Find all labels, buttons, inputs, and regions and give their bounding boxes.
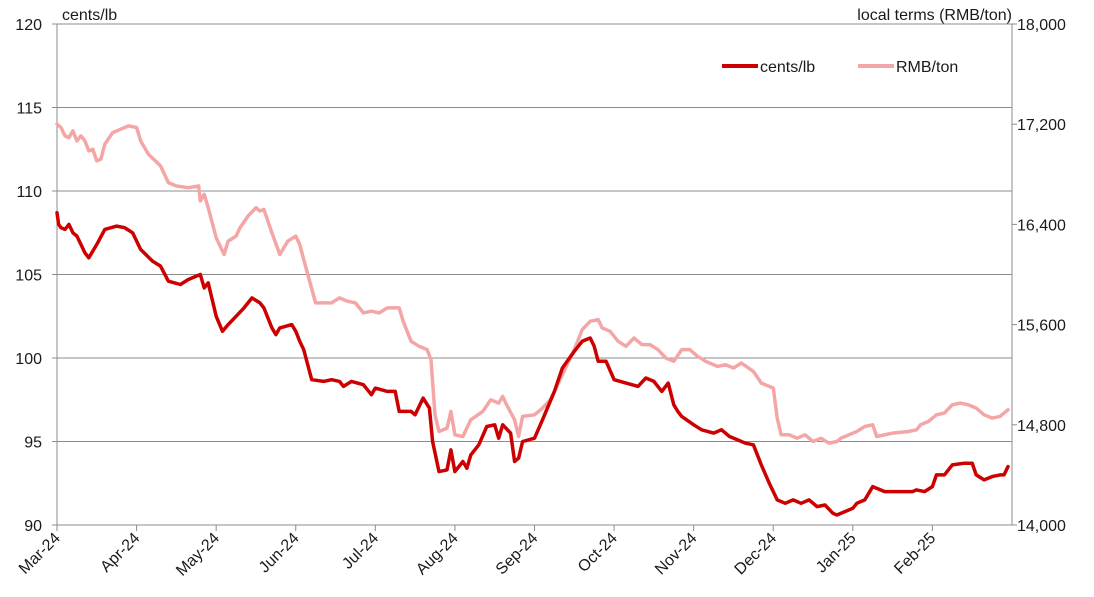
x-tick-label: Sep-24: [493, 530, 542, 579]
series-line: [55, 122, 1010, 445]
legend-label: cents/lb: [760, 59, 815, 76]
x-tick-label: Apr-24: [97, 530, 143, 576]
right-tick-label: 14,000: [1017, 518, 1066, 535]
x-tick-label: Jun-24: [256, 530, 303, 577]
left-tick-label: 120: [15, 17, 42, 34]
x-tick-label: Mar-24: [16, 530, 64, 578]
left-tick-label: 115: [16, 101, 42, 118]
x-tick-label: Oct-24: [575, 530, 621, 576]
legend: cents/lb RMB/ton: [722, 59, 958, 76]
right-tick-label: 18,000: [1017, 17, 1066, 34]
gridlines: [57, 23, 1012, 442]
right-tick-label: 15,600: [1017, 318, 1066, 335]
right-axis-ticks: 14,000 14,800 15,600 16,400 17,200 18,000: [1012, 17, 1066, 535]
x-tick-label: Aug-24: [413, 530, 462, 579]
x-tick-label: Nov-24: [652, 530, 701, 579]
x-tick-label: Jul-24: [339, 530, 382, 573]
left-tick-label: 105: [15, 268, 42, 285]
x-axis-ticks: Mar-24 Apr-24 May-24 Jun-24 Jul-24 Aug-24 Sep-…: [16, 525, 939, 580]
series-layer: [55, 122, 1010, 517]
left-axis-ticks: 90 95 100 105 110 115 120: [15, 17, 57, 535]
left-tick-label: 100: [15, 351, 42, 368]
left-tick-label: 95: [24, 435, 42, 452]
x-tick-label: Feb-25: [891, 530, 939, 578]
right-tick-label: 17,200: [1017, 117, 1066, 134]
right-tick-label: 16,400: [1017, 217, 1066, 234]
left-tick-label: 110: [16, 184, 42, 201]
legend-label: RMB/ton: [896, 59, 958, 76]
right-axis-unit-label: local terms (RMB/ton): [857, 7, 1012, 24]
x-tick-label: Jan-25: [813, 530, 860, 577]
x-tick-label: May-24: [173, 530, 223, 580]
right-tick-label: 14,800: [1017, 418, 1066, 435]
x-tick-label: Dec-24: [732, 530, 781, 579]
series-line: [55, 210, 1010, 517]
left-tick-label: 90: [24, 518, 42, 535]
left-axis-unit-label: cents/lb: [62, 7, 117, 24]
